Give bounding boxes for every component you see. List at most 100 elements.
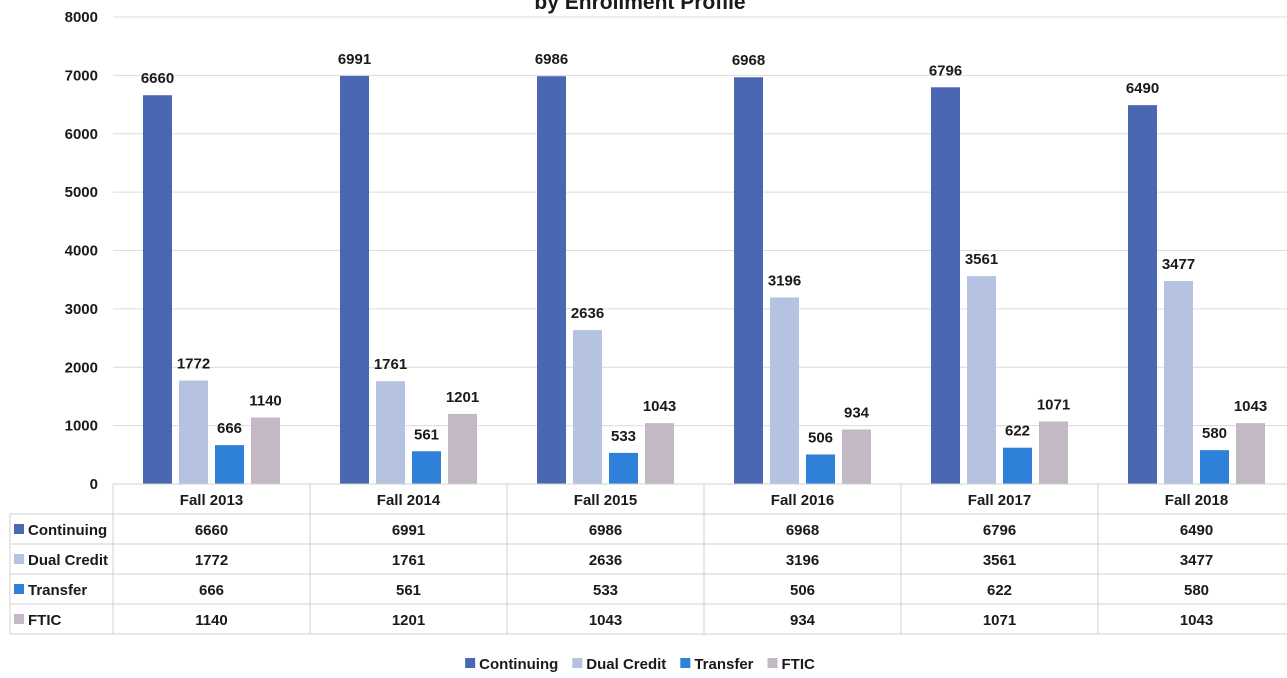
y-tick-label: 4000 (65, 243, 98, 260)
data-label-transfer: 666 (217, 420, 242, 437)
table-cell: 3477 (1180, 552, 1213, 569)
bar-ftic (1039, 421, 1068, 484)
data-table: Fall 2013 Fall 2014 Fall 2015 Fall 2016 Fall… (9, 483, 1287, 635)
data-label-dual-credit: 1761 (374, 356, 407, 373)
data-label-continuing: 6991 (338, 51, 371, 68)
data-label-dual-credit: 3477 (1162, 256, 1195, 273)
table-cell: 1772 (195, 552, 228, 569)
table-cell: 3196 (786, 552, 819, 569)
table-cell: 622 (987, 582, 1012, 599)
table-cell: 1140 (195, 612, 228, 629)
data-label-dual-credit: 3561 (965, 251, 998, 268)
bar-transfer (1200, 450, 1229, 484)
bars (143, 75, 1265, 485)
table-cell: 2636 (589, 552, 622, 569)
category-label: Fall 2013 (180, 492, 243, 509)
bar-dual-credit (573, 330, 602, 484)
bar-continuing (734, 77, 763, 485)
y-tick-label: 6000 (65, 126, 98, 143)
table-cell: 580 (1184, 582, 1209, 599)
y-tick-label: 7000 (65, 67, 98, 84)
bar-dual-credit (179, 380, 208, 484)
table-cell: 6660 (195, 522, 228, 539)
legend-label: FTIC (782, 656, 815, 673)
data-label-ftic: 934 (844, 404, 870, 421)
y-tick-label: 8000 (65, 9, 98, 26)
bar-transfer (806, 454, 835, 484)
data-label-continuing: 6490 (1126, 80, 1159, 97)
category-label: Fall 2016 (771, 492, 834, 509)
gridlines (113, 16, 1287, 427)
data-label-dual-credit: 3196 (768, 272, 801, 289)
table-cell: 6490 (1180, 522, 1213, 539)
table-row-label: Transfer (28, 582, 87, 599)
bar-dual-credit (376, 381, 405, 484)
bar-dual-credit (1164, 281, 1193, 484)
data-label-continuing: 6796 (929, 62, 962, 79)
bar-continuing (537, 76, 566, 484)
data-label-transfer: 580 (1202, 425, 1227, 442)
table-cell: 6968 (786, 522, 819, 539)
table-cell: 6796 (983, 522, 1016, 539)
table-cell: 3561 (983, 552, 1016, 569)
legend-key-dual-credit (572, 658, 583, 668)
data-label-continuing: 6660 (141, 70, 174, 87)
data-label-transfer: 533 (611, 428, 636, 445)
chart-title: by Enrollment Profile (534, 0, 745, 14)
table-cell: 1071 (983, 612, 1016, 629)
bar-dual-credit (967, 276, 996, 484)
table-cell: 6991 (392, 522, 425, 539)
table-cell: 1761 (392, 552, 425, 569)
legend-key-transfer (680, 658, 691, 668)
table-row-label: Dual Credit (28, 552, 108, 569)
table-row-label: FTIC (28, 612, 61, 629)
bar-ftic (251, 417, 280, 484)
table-cell: 1043 (1180, 612, 1213, 629)
y-tick-label: 1000 (65, 418, 98, 435)
bar-ftic (448, 413, 477, 484)
data-label-dual-credit: 2636 (571, 305, 604, 322)
data-label-transfer: 561 (414, 426, 439, 443)
y-tick-label: 0 (90, 476, 98, 493)
y-axis: 0 1000 2000 3000 4000 5000 6000 7000 8000 (65, 9, 98, 493)
bar-ftic (1236, 423, 1265, 484)
data-label-transfer: 506 (808, 429, 833, 446)
legend-label: Dual Credit (586, 656, 666, 673)
legend-key-continuing (465, 658, 476, 668)
legend-label: Transfer (694, 656, 753, 673)
category-label: Fall 2018 (1165, 492, 1228, 509)
table-row-label: Continuing (28, 522, 107, 539)
data-label-ftic: 1201 (446, 389, 479, 406)
table-cell: 1201 (392, 612, 425, 629)
bar-continuing (931, 87, 960, 484)
data-label-ftic: 1140 (249, 392, 282, 409)
bar-transfer (215, 445, 244, 484)
y-tick-label: 3000 (65, 301, 98, 318)
category-label: Fall 2015 (574, 492, 637, 509)
data-label-transfer: 622 (1005, 423, 1030, 440)
bar-continuing (1128, 105, 1157, 485)
data-label-ftic: 1071 (1037, 396, 1070, 413)
table-cell: 533 (593, 582, 618, 599)
bar-ftic (645, 423, 674, 484)
table-cell: 1043 (589, 612, 622, 629)
data-label-ftic: 1043 (643, 398, 676, 415)
data-label-continuing: 6986 (535, 51, 568, 68)
bar-ftic (842, 429, 871, 484)
data-label-continuing: 6968 (732, 52, 765, 69)
bar-transfer (1003, 447, 1032, 484)
bar-dual-credit (770, 297, 799, 484)
data-labels: 6660 1772 666 1140 6991 1761 561 1201 6986 2636 53… (141, 51, 1267, 447)
y-tick-label: 5000 (65, 184, 98, 201)
bar-transfer (412, 451, 441, 484)
legend-items: Continuing Dual Credit Transfer FTIC (465, 656, 815, 673)
table-cell: 561 (396, 582, 421, 599)
table-cell: 506 (790, 582, 815, 599)
table-cell: 6986 (589, 522, 622, 539)
category-label: Fall 2017 (968, 492, 1031, 509)
bar-transfer (609, 452, 638, 484)
table-cell: 666 (199, 582, 224, 599)
y-tick-label: 2000 (65, 359, 98, 376)
table-key-ftic (14, 614, 24, 624)
data-label-dual-credit: 1772 (177, 356, 210, 373)
